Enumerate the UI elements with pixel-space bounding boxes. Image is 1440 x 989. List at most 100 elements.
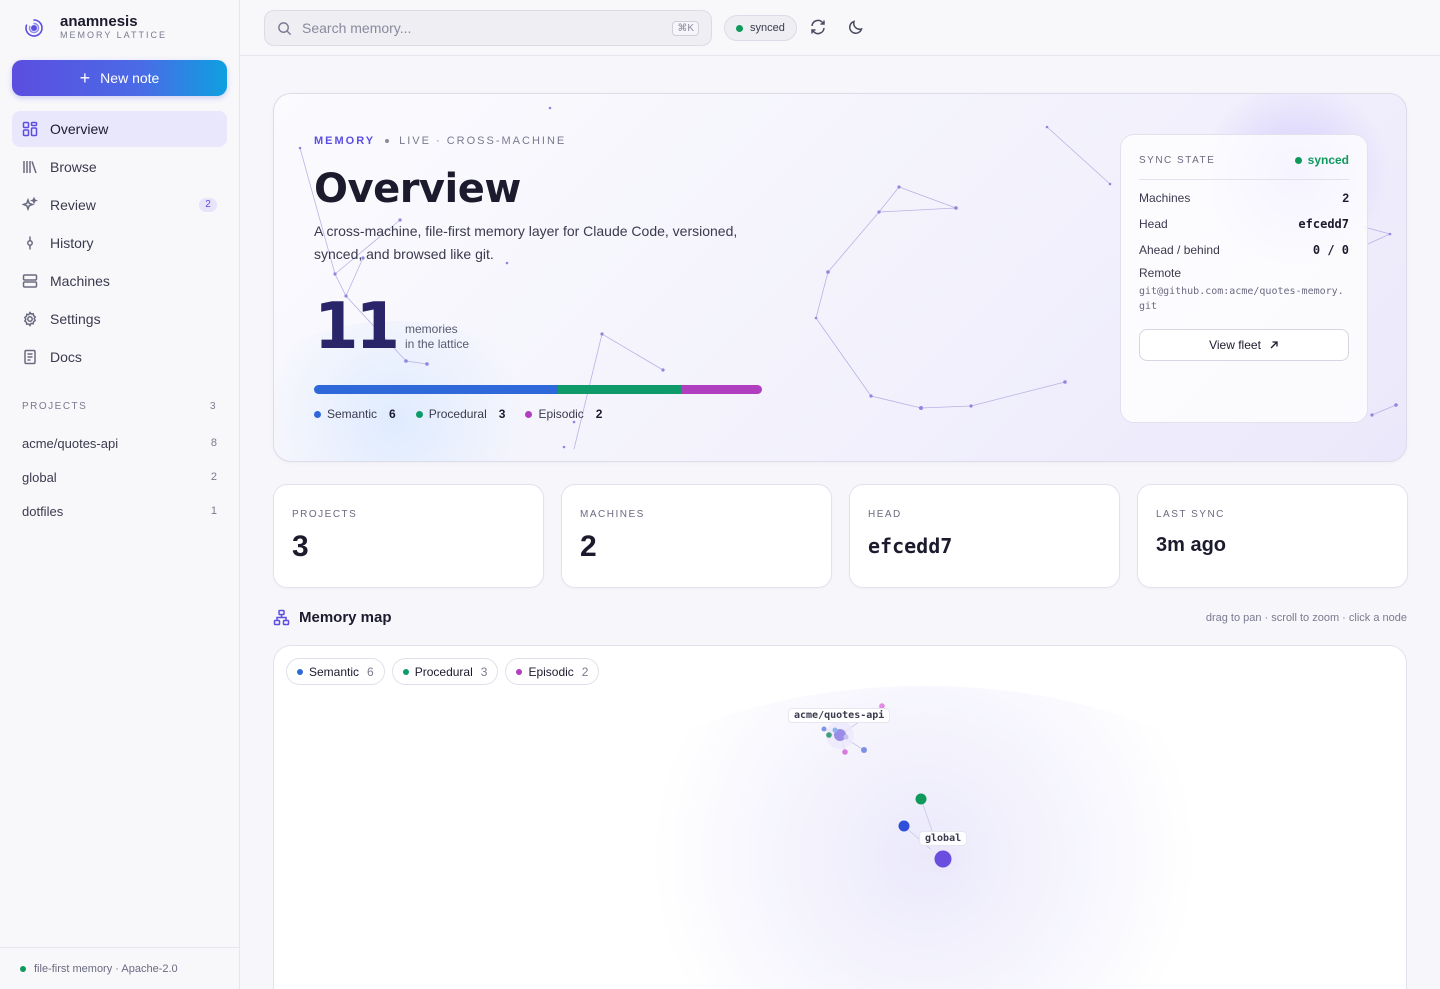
- sync-row-label: Head: [1139, 217, 1168, 231]
- sync-status-label: synced: [750, 22, 785, 34]
- filter-chip-semantic[interactable]: Semantic 6: [286, 658, 385, 685]
- legend-item-semantic: Semantic 6: [314, 407, 396, 421]
- new-note-button[interactable]: + New note: [12, 60, 227, 96]
- status-dot-icon: [20, 965, 26, 972]
- plus-icon: +: [79, 68, 91, 88]
- stat-label: MACHINES: [580, 509, 645, 520]
- sync-status-pill[interactable]: synced: [724, 15, 797, 41]
- sparkles-icon: [22, 197, 38, 212]
- sync-state-header: SYNC STATE synced: [1139, 153, 1349, 180]
- hero-eyebrow: MEMORY LIVE · CROSS-MACHINE: [314, 135, 566, 147]
- procedural-dot-icon: [402, 668, 409, 675]
- memory-map-hint: drag to pan · scroll to zoom · click a n…: [1205, 611, 1407, 624]
- memory-graph[interactable]: [274, 646, 1407, 989]
- memory-type-filters: Semantic 6 Procedural 3 Episodic 2: [286, 658, 600, 685]
- node-label-global[interactable]: global: [919, 831, 968, 846]
- nav-item-browse[interactable]: Browse: [12, 149, 227, 185]
- topbar: ⌘K synced: [240, 0, 1440, 56]
- project-item-acme-quotes-api[interactable]: acme/quotes-api 8: [22, 426, 217, 460]
- project-item-dotfiles[interactable]: dotfiles 1: [22, 494, 217, 528]
- node-label-acme-quotes-api[interactable]: acme/quotes-api: [788, 708, 891, 723]
- filter-chip-procedural[interactable]: Procedural 3: [391, 658, 499, 685]
- memory-node-episodic[interactable]: [842, 749, 848, 755]
- memory-node-semantic[interactable]: [898, 820, 910, 832]
- page-title: Overview: [314, 166, 521, 212]
- project-node-global[interactable]: [934, 850, 952, 868]
- memory-node-semantic[interactable]: [821, 726, 827, 732]
- nav-label: Review: [50, 197, 96, 213]
- nav-label: Settings: [50, 311, 101, 327]
- sync-state-card: SYNC STATE synced Machines 2 Head efcedd…: [1120, 134, 1368, 423]
- memory-node-semantic[interactable]: [843, 734, 849, 740]
- eyebrow-live: LIVE · CROSS-MACHINE: [399, 135, 567, 147]
- chip-label: Episodic: [528, 664, 574, 679]
- nav-item-settings[interactable]: Settings: [12, 301, 227, 337]
- server-icon: [22, 274, 38, 288]
- search-box[interactable]: ⌘K: [264, 10, 712, 46]
- brand-subtitle: MEMORY LATTICE: [60, 30, 168, 40]
- library-icon: [23, 161, 37, 174]
- breakdown-segment-semantic: [314, 385, 559, 394]
- stat-label: HEAD: [868, 509, 902, 520]
- chip-label: Semantic: [309, 664, 360, 679]
- legend-value: 3: [498, 407, 506, 421]
- view-fleet-button[interactable]: View fleet: [1139, 329, 1349, 361]
- refresh-button[interactable]: [809, 18, 829, 38]
- legend-value: 6: [389, 407, 396, 421]
- stat-label: PROJECTS: [292, 509, 358, 520]
- memory-map-canvas[interactable]: Semantic 6 Procedural 3 Episodic 2 acme/…: [273, 645, 1407, 989]
- nav-item-history[interactable]: History: [12, 225, 227, 261]
- gear-icon: [23, 311, 37, 327]
- memory-map-title-text: Memory map: [299, 609, 392, 626]
- nav-label: Docs: [50, 349, 82, 365]
- memory-node-procedural[interactable]: [915, 793, 927, 805]
- project-node-acme-quotes-api[interactable]: [834, 729, 846, 741]
- stat-card-machines: MACHINES 2: [561, 484, 832, 588]
- eyebrow-memory: MEMORY: [314, 135, 376, 147]
- projects-heading-count: 3: [209, 401, 217, 412]
- overview-hero: MEMORY LIVE · CROSS-MACHINE Overview A c…: [273, 93, 1407, 462]
- memory-node-semantic[interactable]: [861, 747, 867, 753]
- sync-state-status: synced: [1294, 153, 1349, 167]
- project-count: 1: [210, 505, 217, 517]
- brand[interactable]: anamnesis MEMORY LATTICE: [22, 14, 167, 41]
- project-item-global[interactable]: global 2: [22, 460, 217, 494]
- hierarchy-icon: [273, 609, 290, 626]
- search-input[interactable]: [302, 20, 663, 36]
- memory-node-episodic[interactable]: [879, 703, 885, 709]
- project-count: 2: [210, 471, 217, 483]
- sync-row-head: Head efcedd7: [1139, 211, 1349, 237]
- count-label-line-2: in the lattice: [405, 337, 470, 351]
- sync-row-label: Machines: [1139, 191, 1191, 205]
- new-note-label: New note: [100, 70, 160, 86]
- theme-toggle-button[interactable]: [847, 18, 867, 38]
- moon-icon: [849, 20, 863, 34]
- legend-item-procedural: Procedural 3: [415, 407, 506, 421]
- remote-label: Remote: [1139, 266, 1182, 280]
- memory-map-title: Memory map: [273, 609, 392, 626]
- filter-chip-episodic[interactable]: Episodic 2: [505, 658, 600, 685]
- memory-node-procedural[interactable]: [826, 732, 832, 738]
- memory-node-semantic[interactable]: [832, 727, 838, 733]
- chip-count: 6: [367, 664, 374, 679]
- review-count-badge: 2: [199, 198, 217, 212]
- sync-row-value: 0 / 0: [1312, 243, 1349, 257]
- lattice-background-decoration: [298, 106, 1398, 450]
- sync-row-machines: Machines 2: [1139, 185, 1349, 211]
- remote-url: git@github.com:acme/quotes-memory.git: [1139, 286, 1344, 312]
- legend-value: 2: [595, 407, 603, 421]
- nav-item-overview[interactable]: Overview: [12, 111, 227, 147]
- main-nav: Overview Browse Review 2 History Machine…: [12, 111, 227, 377]
- sync-state-status-label: synced: [1307, 153, 1349, 167]
- semantic-dot-icon: [314, 410, 321, 418]
- projects-heading-label: PROJECTS: [22, 401, 88, 412]
- nav-item-review[interactable]: Review 2: [12, 187, 227, 223]
- nav-item-machines[interactable]: Machines: [12, 263, 227, 299]
- episodic-dot-icon: [516, 668, 523, 675]
- page-description: A cross-machine, file-first memory layer…: [314, 223, 738, 262]
- stat-card-projects: PROJECTS 3: [273, 484, 544, 588]
- nav-item-docs[interactable]: Docs: [12, 339, 227, 375]
- stat-value: efcedd7: [868, 534, 953, 558]
- breakdown-segment-procedural: [558, 385, 681, 394]
- chip-label: Procedural: [414, 664, 473, 679]
